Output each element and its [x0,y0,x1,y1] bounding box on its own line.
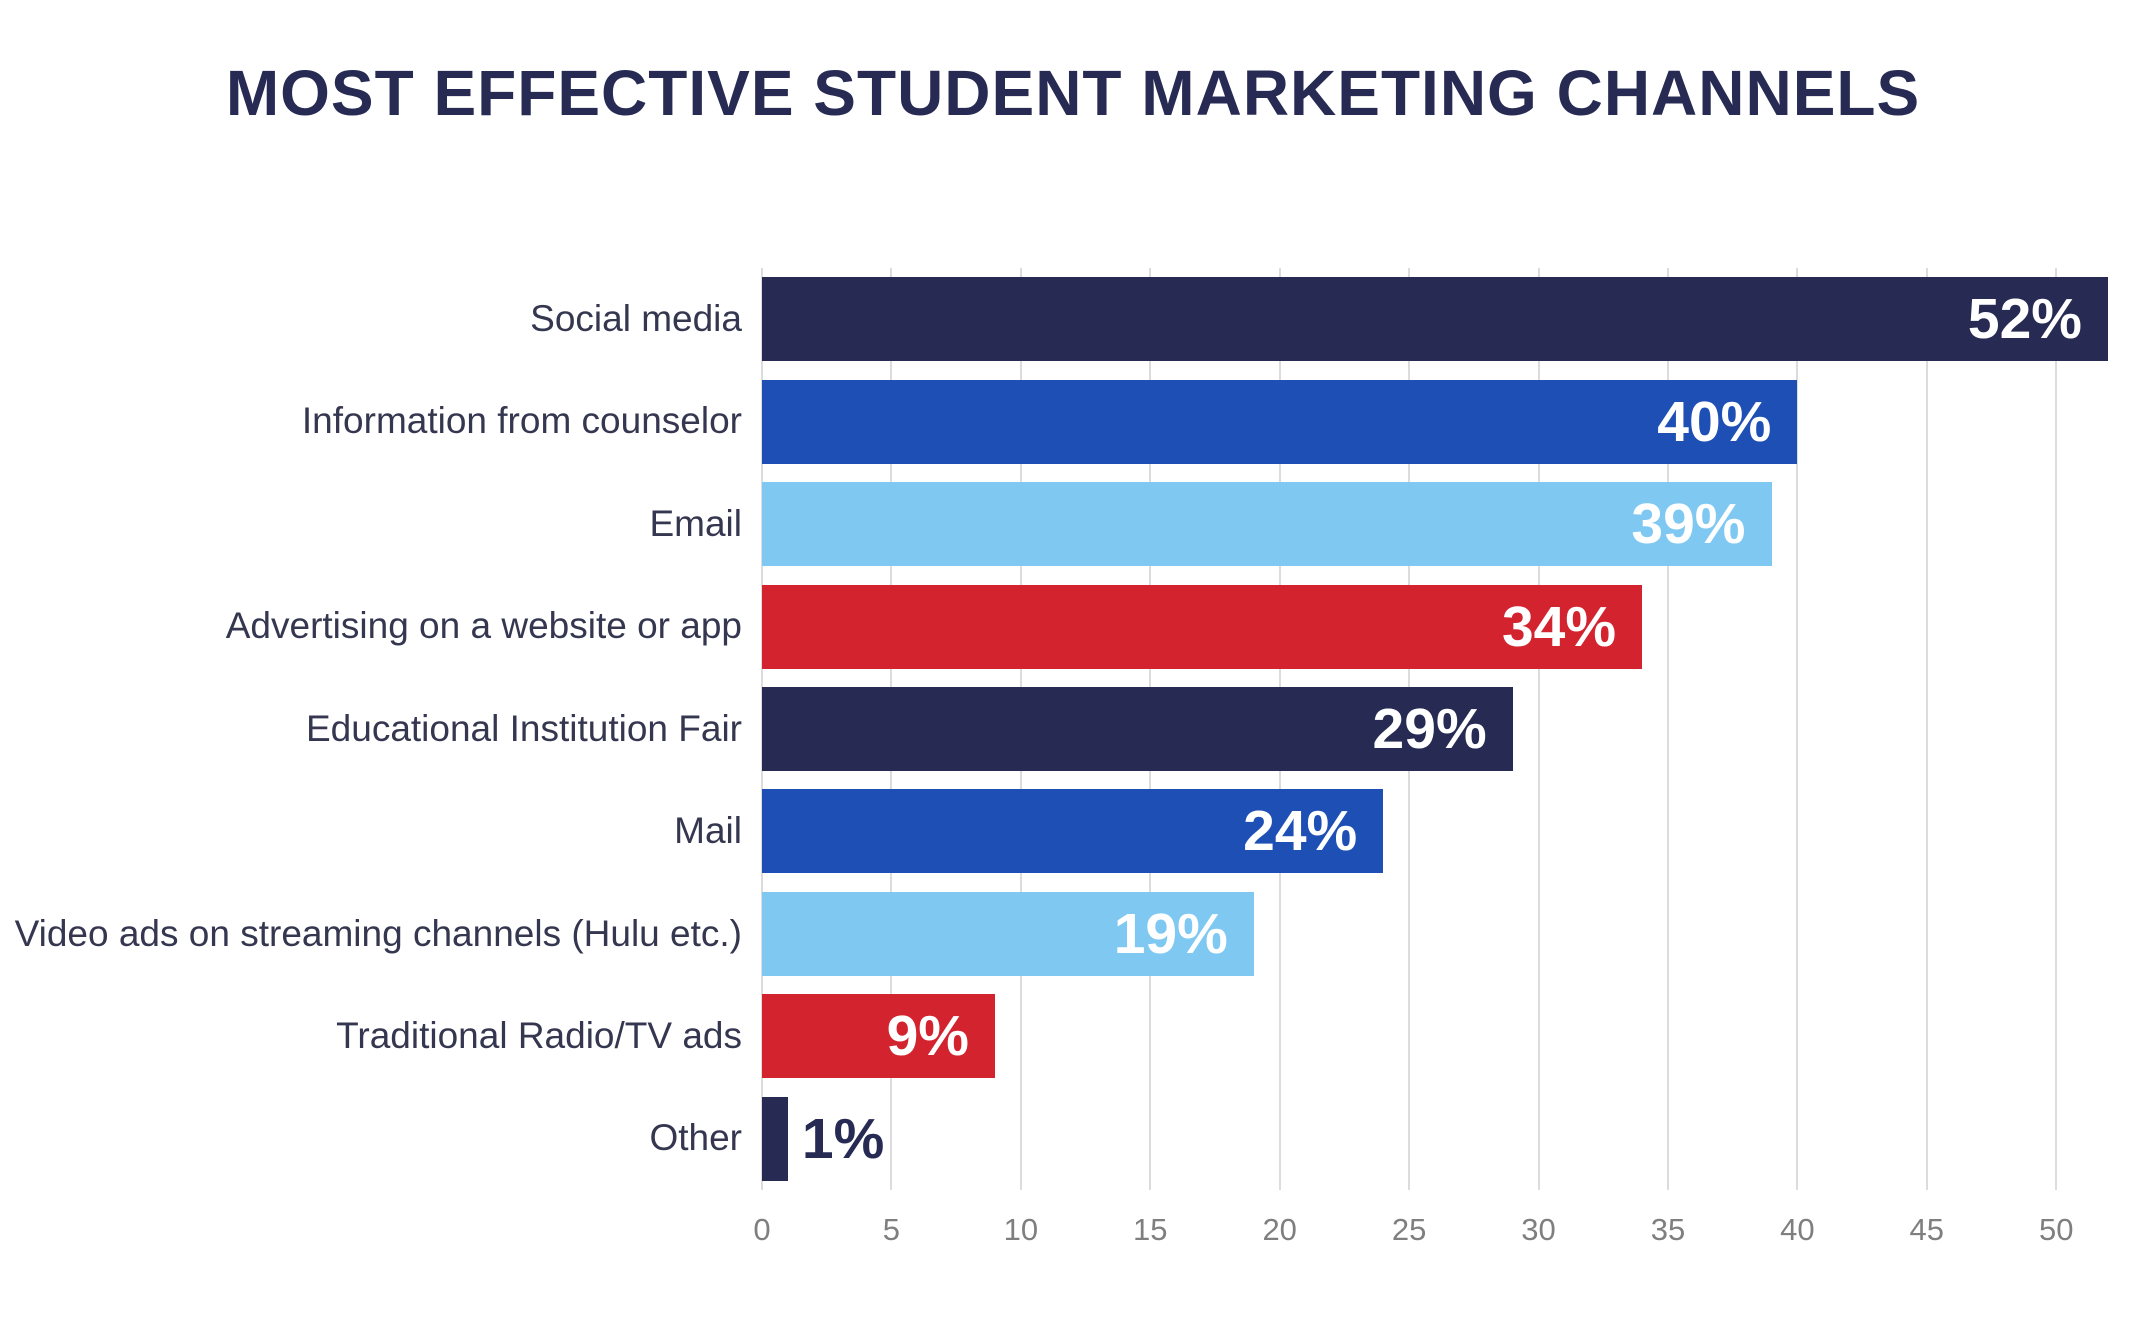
bar-row: Email 39% [0,473,2146,575]
value-label: 19% [1113,901,1228,966]
bar: 29% [762,686,1513,771]
value-label: 24% [1243,799,1358,864]
gridline [1666,268,1669,1190]
bar-row: Traditional Radio/TV ads 9% [0,985,2146,1087]
bar-track: 39% [762,473,2108,575]
bar-track: 29% [762,678,2108,780]
x-tick-label: 10 [1003,1212,1039,1247]
bar-track: 9% [762,985,2108,1087]
x-tick-label: 5 [882,1212,901,1247]
bar: 39% [762,482,1772,567]
x-axis: 0 5 10 15 20 25 30 35 40 45 50 [753,1212,2108,1258]
x-tick-label: 30 [1521,1212,1556,1247]
gridline [2055,268,2058,1190]
category-label: Educational Institution Fair [305,707,742,749]
bar-rows: Social media 52% Information from counselo… [0,268,2146,1190]
value-label: 29% [1372,696,1487,761]
bar: 34% [762,584,1643,669]
category-label: Traditional Radio/TV ads [336,1015,742,1056]
x-tick-label: 50 [2038,1212,2074,1247]
value-label: 52% [1967,287,2082,352]
bar-row: Video ads on streaming channels (Hulu et… [0,883,2146,985]
category-label: Mail [674,810,742,852]
gridline [1925,268,1928,1190]
category-label: Other [649,1117,742,1159]
x-tick-label: 0 [753,1212,771,1247]
bar-track: 1% [762,1088,2108,1190]
bar [762,1096,788,1181]
x-tick-label: 35 [1650,1212,1686,1247]
value-label: 9% [886,1004,969,1069]
x-tick-label: 20 [1262,1212,1297,1247]
value-label: 39% [1631,492,1746,557]
bar: 24% [762,789,1384,874]
bar: 19% [762,891,1254,976]
bar: 9% [762,994,995,1079]
value-label: 40% [1657,389,1772,454]
bar-row: Social media 52% [0,268,2146,370]
value-label: 34% [1501,594,1617,659]
gridline [1537,268,1540,1190]
bar-track: 19% [762,883,2108,985]
chart-title: MOST EFFECTIVE STUDENT MARKETING CHANNEL… [225,57,1921,129]
category-label: Email [649,502,742,544]
category-label: Advertising on a website or app [225,605,742,647]
x-tick-label: 40 [1780,1212,1815,1247]
gridline [1796,268,1799,1190]
bar-row: Other 1% [0,1088,2146,1190]
x-tick-label: 45 [1909,1212,1945,1247]
bar: 52% [762,277,2108,362]
bar-row: Mail 24% [0,780,2146,882]
bar-track: 24% [762,780,2108,882]
bar-row: Information from counselor 40% [0,370,2146,472]
bar: 40% [762,379,1798,464]
x-tick-label: 25 [1391,1212,1427,1247]
bar-chart: Social media 52% Information from counselo… [0,268,2146,1258]
category-label: Video ads on streaming channels (Hulu et… [14,912,742,954]
bar-track: 34% [762,575,2108,677]
value-label: 1% [801,1106,885,1171]
bar-track: 52% [762,268,2108,370]
bar-track: 40% [762,370,2108,472]
bar-row: Advertising on a website or app 34% [0,575,2146,677]
bar-row: Educational Institution Fair 29% [0,678,2146,780]
x-tick-label: 15 [1133,1212,1168,1247]
category-label: Information from counselor [301,400,742,442]
category-label: Social media [530,297,742,339]
